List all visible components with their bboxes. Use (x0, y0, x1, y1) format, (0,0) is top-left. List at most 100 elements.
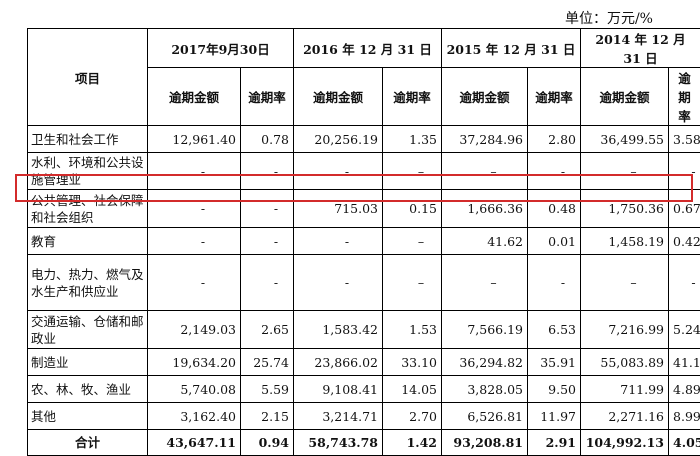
amount-header: 逾期金额 (442, 68, 528, 126)
overdue-rate-cell: - (669, 153, 700, 190)
overdue-amount-cell: – (581, 153, 669, 190)
overdue-rate-cell: 3.58 (669, 126, 700, 153)
industry-name: 教育 (28, 228, 148, 255)
overdue-amount-cell: 23,866.02 (294, 349, 383, 376)
overdue-rate-cell: - (241, 228, 294, 255)
overdue-amount-cell: - (294, 255, 383, 311)
overdue-rate-cell: - (241, 153, 294, 190)
rate-header: 逾期率 (528, 68, 581, 126)
overdue-rate-cell: 5.59 (241, 376, 294, 403)
overdue-amount-cell: 20,256.19 (294, 126, 383, 153)
overdue-rate-cell: 5.24 (669, 311, 700, 349)
overdue-amount-cell: - (294, 228, 383, 255)
overdue-amount-cell: 1,666.36 (442, 190, 528, 228)
table-row: 水利、环境和公共设施管理业---––-–- (28, 153, 700, 190)
overdue-amount-cell: 58,743.78 (294, 430, 383, 456)
overdue-rate-cell: - (669, 255, 700, 311)
amount-header: 逾期金额 (581, 68, 669, 126)
overdue-amount-cell: 2,149.03 (148, 311, 241, 349)
overdue-amount-cell: 3,162.40 (148, 403, 241, 430)
overdue-amount-cell: 711.99 (581, 376, 669, 403)
overdue-rate-cell: 9.50 (528, 376, 581, 403)
overdue-rate-cell: 0.48 (528, 190, 581, 228)
overdue-rate-cell: 2.15 (241, 403, 294, 430)
industry-name: 公共管理、社会保障和社会组织 (28, 190, 148, 228)
overdue-amount-cell: – (442, 255, 528, 311)
overdue-table: 项目 2017年9月30日 2016 年 12 月 31 日 2015 年 12… (27, 28, 700, 456)
industry-name: 水利、环境和公共设施管理业 (28, 153, 148, 190)
overdue-amount-cell: 37,284.96 (442, 126, 528, 153)
overdue-amount-cell: 7,216.99 (581, 311, 669, 349)
amount-header: 逾期金额 (148, 68, 241, 126)
overdue-rate-cell: 14.05 (383, 376, 442, 403)
overdue-rate-cell: 11.97 (528, 403, 581, 430)
overdue-rate-cell: 0.67 (669, 190, 700, 228)
unit-label: 单位：万元/% (565, 8, 653, 28)
overdue-amount-cell: - (148, 190, 241, 228)
overdue-amount-cell: 36,294.82 (442, 349, 528, 376)
overdue-amount-cell: - (148, 255, 241, 311)
overdue-rate-cell: – (383, 255, 442, 311)
industry-name: 卫生和社会工作 (28, 126, 148, 153)
year-header: 2017年9月30日 (148, 29, 294, 68)
overdue-rate-cell: 2.80 (528, 126, 581, 153)
overdue-rate-cell: 2.91 (528, 430, 581, 456)
overdue-rate-cell: – (383, 153, 442, 190)
overdue-rate-cell: 4.89 (669, 376, 700, 403)
overdue-rate-cell: 0.78 (241, 126, 294, 153)
rate-header: 逾期率 (383, 68, 442, 126)
overdue-rate-cell: 0.94 (241, 430, 294, 456)
overdue-amount-cell: 55,083.89 (581, 349, 669, 376)
overdue-rate-cell: - (528, 255, 581, 311)
overdue-rate-cell: 1.53 (383, 311, 442, 349)
overdue-rate-cell: 2.70 (383, 403, 442, 430)
overdue-amount-cell: 41.62 (442, 228, 528, 255)
overdue-amount-cell: 9,108.41 (294, 376, 383, 403)
industry-name: 电力、热力、燃气及水生产和供应业 (28, 255, 148, 311)
overdue-amount-cell: – (581, 255, 669, 311)
year-header: 2014 年 12 月 31 日 (581, 29, 700, 68)
overdue-amount-cell: - (294, 153, 383, 190)
overdue-amount-cell: - (148, 228, 241, 255)
industry-name: 交通运输、仓储和邮政业 (28, 311, 148, 349)
overdue-amount-cell: 715.03 (294, 190, 383, 228)
overdue-rate-cell: - (241, 255, 294, 311)
overdue-rate-cell: – (383, 228, 442, 255)
overdue-amount-cell: 6,526.81 (442, 403, 528, 430)
overdue-amount-cell: 3,828.05 (442, 376, 528, 403)
table-row: 电力、热力、燃气及水生产和供应业---––-–- (28, 255, 700, 311)
overdue-rate-cell: 0.42 (669, 228, 700, 255)
overdue-rate-cell: 33.10 (383, 349, 442, 376)
industry-name: 制造业 (28, 349, 148, 376)
overdue-rate-cell: 1.35 (383, 126, 442, 153)
rate-header: 逾期率 (669, 68, 700, 126)
overdue-amount-cell: 1,583.42 (294, 311, 383, 349)
overdue-amount-cell: 1,750.36 (581, 190, 669, 228)
overdue-rate-cell: - (528, 153, 581, 190)
item-header: 项目 (28, 29, 148, 126)
rate-header: 逾期率 (241, 68, 294, 126)
overdue-amount-cell: 43,647.11 (148, 430, 241, 456)
overdue-amount-cell: 1,458.19 (581, 228, 669, 255)
overdue-rate-cell: 6.53 (528, 311, 581, 349)
overdue-amount-cell: 3,214.71 (294, 403, 383, 430)
overdue-rate-cell: 25.74 (241, 349, 294, 376)
overdue-rate-cell: 0.01 (528, 228, 581, 255)
overdue-amount-cell: 2,271.16 (581, 403, 669, 430)
overdue-rate-cell: 1.42 (383, 430, 442, 456)
overdue-rate-cell: 0.15 (383, 190, 442, 228)
overdue-amount-cell: - (148, 153, 241, 190)
year-header: 2016 年 12 月 31 日 (294, 29, 442, 68)
overdue-rate-cell: 4.05 (669, 430, 700, 456)
overdue-amount-cell: – (442, 153, 528, 190)
overdue-amount-cell: 12,961.40 (148, 126, 241, 153)
industry-name: 农、林、牧、渔业 (28, 376, 148, 403)
